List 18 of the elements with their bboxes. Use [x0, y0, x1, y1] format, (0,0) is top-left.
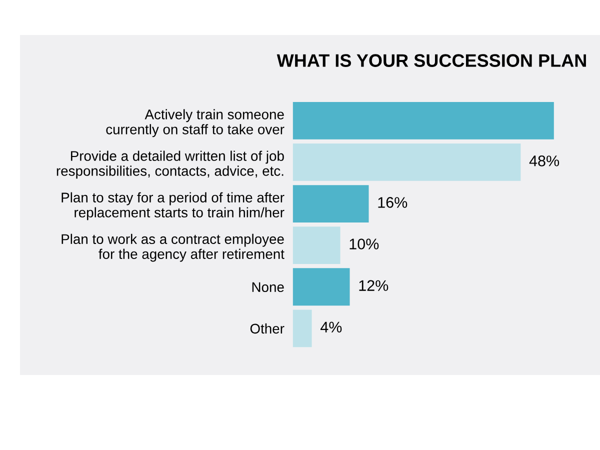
data-label: 10% [350, 238, 379, 250]
bar [292, 226, 340, 264]
bar [292, 102, 554, 140]
y-tick-label: Plan to work as a contract employee for the agency after retirement [62, 234, 284, 262]
chart-title: WHAT IS YOUR SUCCESSION PLAN [276, 54, 586, 67]
y-tick-label: Other [250, 323, 284, 334]
data-label: 4% [320, 322, 342, 332]
bar [292, 185, 369, 222]
data-label: 48% [529, 156, 560, 166]
y-tick-label: Plan to stay for a period of time after replacement starts to train him/her [62, 192, 284, 220]
bar [292, 268, 350, 306]
y-tick-label: None [252, 282, 284, 292]
bar [292, 144, 521, 181]
data-label: 16% [378, 197, 408, 208]
data-label: 12% [359, 280, 388, 291]
y-tick-label: Provide a detailed written list of job responsibilities, contacts, advice, etc. [56, 150, 284, 179]
bar [292, 310, 312, 348]
y-tick-label: Actively train someone currently on staff to take over [106, 109, 284, 138]
